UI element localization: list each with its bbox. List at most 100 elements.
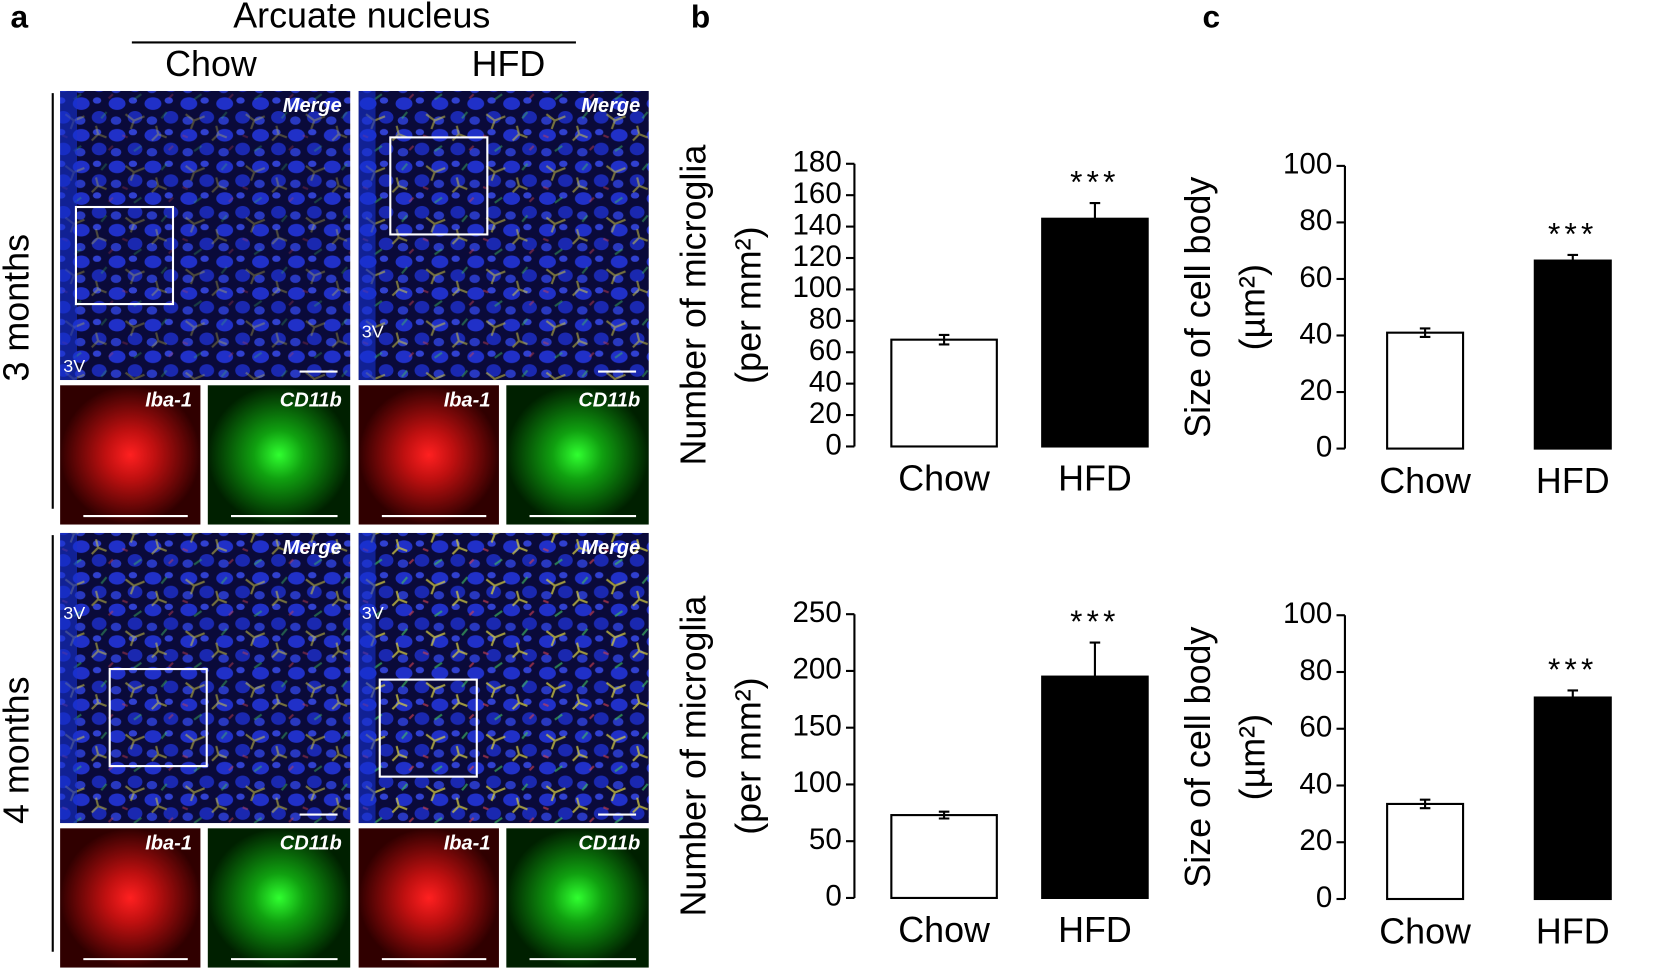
inset-label: CD11b [280,832,342,854]
y-tick-label: 20 [1299,374,1332,407]
y-tick-label: 40 [1299,317,1332,350]
y-tick-label: 80 [1299,204,1332,237]
y-tick-label: 150 [793,709,842,742]
merge-label: Merge [581,537,640,559]
y-axis-label: Size of cell body [1178,177,1218,438]
y-axis-label: (µm²) [1233,714,1273,800]
y-axis-label: (µm²) [1233,264,1273,350]
significance-label: *** [1548,215,1598,251]
error-bar [1419,327,1431,338]
y-tick-label: 80 [1299,654,1332,687]
error-bar [1089,201,1101,236]
merge-label: Merge [283,95,342,117]
y-tick-label: 60 [809,334,842,367]
y-axis-label: Size of cell body [1178,626,1218,887]
significance-label: *** [1070,603,1120,639]
inset-image [506,385,649,525]
y-tick-label: 160 [793,177,842,210]
inset-label: CD11b [578,832,640,854]
inset-box [389,136,489,236]
bar [1533,696,1612,901]
error-bar [938,333,950,346]
x-tick-label: HFD [1058,459,1132,499]
bar [890,814,998,900]
inset-image [506,828,649,968]
error-bar [938,810,950,820]
y-axis-label: Number of microglia [674,145,714,466]
bar [1533,259,1612,450]
panel-label: b [691,0,710,35]
y-tick-label: 120 [793,240,842,273]
y-axis-label: (per mm²) [729,677,769,834]
inset-image [207,828,351,968]
merge-label: Merge [581,95,640,117]
error-bar [1567,253,1579,268]
x-tick-label: HFD [1058,910,1132,950]
inset-label: Iba-1 [145,389,192,411]
error-bar [1419,798,1431,810]
error-bar [1567,689,1579,706]
y-tick-label: 0 [1316,881,1332,914]
x-tick-label: Chow [898,910,990,950]
third-ventricle [358,532,376,824]
y-tick-label: 0 [825,428,841,461]
y-tick-label: 60 [1299,261,1332,294]
x-tick-label: HFD [1536,911,1610,951]
y-tick-label: 0 [825,880,841,913]
inset-image [358,385,499,525]
error-bar [1089,641,1101,712]
inset-label: Iba-1 [444,389,491,411]
panel-label: c [1203,0,1221,35]
significance-label: *** [1548,651,1598,687]
y-tick-label: 200 [793,653,842,686]
row-label: 4 months [0,677,36,824]
merge-overlay [60,532,351,824]
y-tick-label: 180 [793,146,842,179]
y-tick-label: 100 [793,766,842,799]
panel-label: a [11,0,29,35]
region-label: 3V [362,321,384,341]
merge-label: Merge [283,537,342,559]
y-axis-label: (per mm²) [729,226,769,383]
y-tick-label: 0 [1316,430,1332,463]
inset-image [207,385,351,525]
bar [890,338,998,448]
inset-label: CD11b [280,389,342,411]
bar [1386,331,1465,450]
y-tick-label: 140 [793,208,842,241]
region-label: 3V [362,603,384,623]
row-label: 3 months [0,234,36,382]
merge-overlay [60,90,351,381]
inset-box [74,205,175,306]
x-tick-label: Chow [1379,911,1471,951]
inset-image [60,828,201,968]
y-axis-label: Number of microglia [674,596,714,917]
third-ventricle [358,90,376,381]
inset-image [60,385,201,525]
merge-overlay [358,532,649,824]
x-tick-label: Chow [898,459,990,499]
inset-label: Iba-1 [444,832,491,854]
column-label: Chow [165,44,257,84]
y-tick-label: 100 [1283,597,1332,630]
y-tick-label: 40 [809,365,842,398]
inset-box [108,667,208,768]
y-tick-label: 250 [793,596,842,629]
inset-label: CD11b [578,389,640,411]
bar [1386,802,1465,901]
y-tick-label: 100 [793,271,842,304]
y-tick-label: 100 [1283,148,1332,181]
column-label: HFD [472,44,546,84]
y-tick-label: 20 [1299,824,1332,857]
y-tick-label: 80 [809,303,842,336]
region-label: 3V [63,603,85,623]
y-tick-label: 60 [1299,711,1332,744]
region-label: 3V [63,356,85,376]
x-tick-label: HFD [1536,461,1610,501]
bar [1041,217,1149,448]
bar [1041,675,1149,899]
third-ventricle [60,532,78,824]
inset-label: Iba-1 [145,832,192,854]
